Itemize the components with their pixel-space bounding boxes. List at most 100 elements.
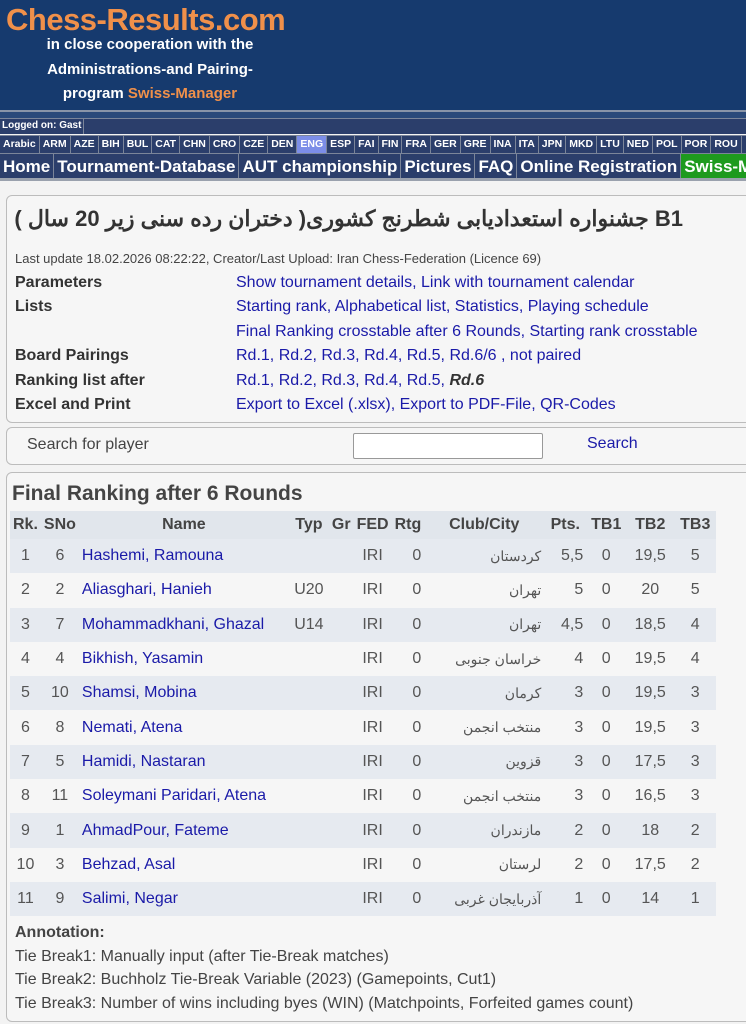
info-link[interactable]: Rd.6/6 <box>449 347 497 364</box>
player-name-cell[interactable]: Behzad, Asal <box>81 855 176 873</box>
column-header[interactable]: Rtg <box>391 511 425 539</box>
info-link[interactable]: Show tournament details <box>236 274 413 291</box>
language-cro[interactable]: CRO <box>210 136 241 153</box>
info-link[interactable]: Alphabetical list <box>334 298 446 315</box>
info-link[interactable]: Playing schedule <box>527 298 649 315</box>
info-link[interactable]: Rd.4 <box>364 372 398 389</box>
search-player-input[interactable] <box>353 433 543 459</box>
main-nav: Home Tournament-Database AUT championship P… <box>0 153 746 181</box>
tb1-cell: 0 <box>601 650 611 668</box>
info-link[interactable]: Link with tournament calendar <box>421 274 635 291</box>
column-header[interactable]: Club/City <box>424 511 545 539</box>
club-city-cell: تهران <box>508 581 542 598</box>
federation-cell: IRI <box>353 881 392 917</box>
nav-aut-championship[interactable]: AUT championship <box>239 154 402 178</box>
language-gre[interactable]: GRE <box>461 136 491 153</box>
info-link[interactable]: Rd.1 <box>236 347 270 364</box>
column-header[interactable]: Pts. <box>544 511 587 539</box>
info-link[interactable]: Rd.2 <box>278 347 313 364</box>
language-por[interactable]: POR <box>682 136 712 153</box>
language-rou[interactable]: ROU <box>711 136 742 153</box>
federation-cell: IRI <box>362 787 383 805</box>
group-cell <box>329 642 354 676</box>
column-header[interactable]: TB3 <box>674 511 717 539</box>
type-cell: U20 <box>294 581 324 599</box>
language-ina[interactable]: INA <box>491 136 516 153</box>
nav-faq[interactable]: FAQ <box>475 154 518 178</box>
language-fin[interactable]: FIN <box>379 136 403 153</box>
info-link[interactable]: Export to Excel (.xlsx) <box>236 396 391 413</box>
info-link[interactable]: Statistics <box>454 298 519 315</box>
language-ger[interactable]: GER <box>431 136 461 153</box>
info-link[interactable]: Starting rank <box>236 298 327 315</box>
rating-cell: 0 <box>391 607 425 642</box>
player-name-cell[interactable]: Hashemi, Ramouna <box>78 539 289 574</box>
info-link[interactable]: Rd.2 <box>278 372 313 389</box>
player-name-cell[interactable]: AhmadPour, Fateme <box>78 813 289 848</box>
rank-cell: 9 <box>10 813 41 848</box>
column-header[interactable]: Rk. <box>10 511 41 539</box>
column-header[interactable]: TB2 <box>626 511 675 539</box>
player-name-cell[interactable]: Bikhish, Yasamin <box>81 650 204 668</box>
site-logo[interactable]: Chess-Results.com <box>6 2 286 37</box>
player-name-cell[interactable]: Hamidi, Nastaran <box>78 744 289 780</box>
language-fra[interactable]: FRA <box>402 136 432 153</box>
info-link[interactable]: Export to PDF-File <box>399 396 532 413</box>
language-eng[interactable]: ENG <box>297 136 328 153</box>
language-ita[interactable]: ITA <box>516 136 539 153</box>
language-fai[interactable]: FAI <box>355 136 379 153</box>
rating-cell: 0 <box>391 813 425 848</box>
player-name-cell[interactable]: Shamsi, Mobina <box>78 676 289 711</box>
club-city-cell: منتخب انجمن <box>463 719 542 736</box>
info-link[interactable]: Rd.3 <box>321 347 356 364</box>
info-link[interactable]: Rd.5 <box>406 372 441 389</box>
player-name-cell[interactable]: Salimi, Negar <box>78 881 289 917</box>
column-header[interactable]: Typ <box>288 511 329 539</box>
nav-tournament-database[interactable]: Tournament-Database <box>54 154 240 178</box>
player-name-cell[interactable]: Soleymani Paridari, Atena <box>81 787 267 805</box>
info-link[interactable]: Rd.4 <box>364 347 398 364</box>
language-arm[interactable]: ARM <box>40 136 71 153</box>
language-cat[interactable]: CAT <box>152 136 181 153</box>
club-city-cell: قزوین <box>424 744 545 780</box>
info-link[interactable]: Final Ranking crosstable after 6 Rounds <box>236 323 521 340</box>
language-ltu[interactable]: LTU <box>597 136 624 153</box>
column-header[interactable]: TB1 <box>586 511 627 539</box>
language-arabic[interactable]: Arabic <box>0 136 40 153</box>
language-esp[interactable]: ESP <box>327 136 356 153</box>
player-name-cell[interactable]: Aliasghari, Hanieh <box>81 581 212 599</box>
nav-home[interactable]: Home <box>0 154 55 178</box>
info-link[interactable]: , not paired <box>501 347 582 364</box>
nav-online-registration[interactable]: Online Registration <box>517 154 682 178</box>
info-link[interactable]: Starting rank crosstable <box>529 323 698 340</box>
player-name-cell[interactable]: Nemati, Atena <box>81 718 183 736</box>
info-link[interactable]: Rd.3 <box>321 372 356 389</box>
info-link[interactable]: Rd.5 <box>406 347 441 364</box>
language-cze[interactable]: CZE <box>240 136 269 153</box>
language-bih[interactable]: BIH <box>99 136 124 153</box>
column-header[interactable]: SNo <box>40 511 79 539</box>
language-aze[interactable]: AZE <box>71 136 99 153</box>
language-den[interactable]: DEN <box>268 136 298 153</box>
info-link[interactable]: QR-Codes <box>540 396 616 413</box>
logged-on-bar: Logged on: Gast <box>0 118 746 134</box>
info-link[interactable]: Rd.1 <box>236 372 270 389</box>
column-header[interactable]: Name <box>78 511 289 539</box>
nav-swiss-manager[interactable]: Swiss-Manager <box>681 154 746 178</box>
info-link[interactable]: Rd.6 <box>449 372 485 389</box>
language-pol[interactable]: POL <box>653 136 682 153</box>
tb3-cell: 3 <box>674 744 717 780</box>
player-name-cell[interactable]: Mohammadkhani, Ghazal <box>78 607 289 642</box>
nav-pictures[interactable]: Pictures <box>401 154 476 178</box>
search-button[interactable]: Search <box>587 435 638 452</box>
type-cell <box>288 676 329 711</box>
column-header[interactable]: FED <box>353 511 392 539</box>
language-bul[interactable]: BUL <box>124 136 153 153</box>
group-cell <box>328 881 354 917</box>
language-ned[interactable]: NED <box>624 136 653 153</box>
column-header[interactable]: Gr <box>328 511 354 539</box>
tb1-cell: 0 <box>586 881 627 917</box>
language-mkd[interactable]: MKD <box>566 136 598 153</box>
language-jpn[interactable]: JPN <box>539 136 567 153</box>
language-chn[interactable]: CHN <box>180 136 210 153</box>
